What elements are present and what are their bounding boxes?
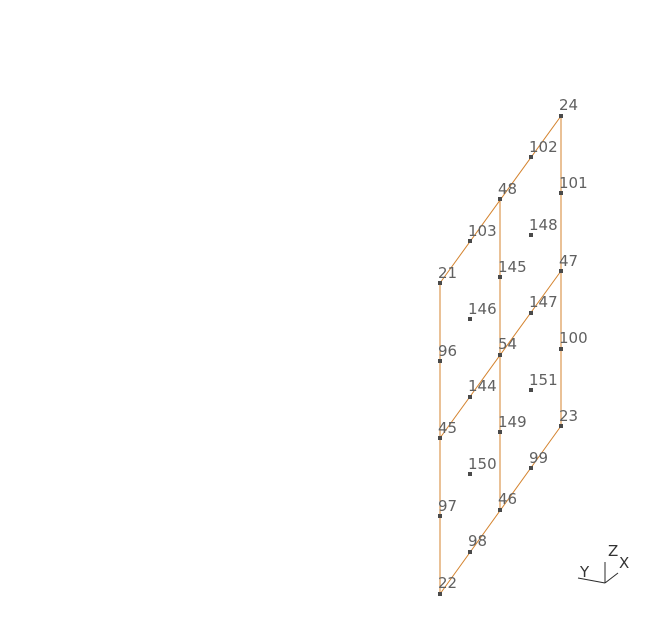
node-label: 47 [559, 252, 578, 270]
mesh-node[interactable] [468, 550, 472, 554]
mesh-node[interactable] [529, 388, 533, 392]
mesh-node[interactable] [438, 592, 442, 596]
node-label: 96 [438, 342, 457, 360]
mesh-node[interactable] [529, 466, 533, 470]
node-label: 150 [468, 455, 497, 473]
mesh-node[interactable] [529, 311, 533, 315]
node-label: 146 [468, 300, 497, 318]
node-label: 144 [468, 377, 497, 395]
node-label: 98 [468, 532, 487, 550]
node-label: 97 [438, 497, 457, 515]
node-label: 54 [498, 335, 517, 353]
x-axis-label: X [619, 554, 629, 572]
mesh-node[interactable] [529, 155, 533, 159]
node-label: 45 [438, 419, 457, 437]
mesh-node[interactable] [498, 353, 502, 357]
node-label: 148 [529, 216, 558, 234]
mesh-node[interactable] [468, 239, 472, 243]
node-label: 21 [438, 264, 457, 282]
node-label: 48 [498, 180, 517, 198]
node-label: 99 [529, 449, 548, 467]
node-label: 101 [559, 174, 588, 192]
node-label: 100 [559, 329, 588, 347]
mesh-node[interactable] [438, 359, 442, 363]
x-axis-line [604, 572, 619, 584]
node-label: 147 [529, 293, 558, 311]
mesh-node[interactable] [438, 436, 442, 440]
mesh-node[interactable] [498, 430, 502, 434]
mesh-node[interactable] [468, 317, 472, 321]
node-label: 145 [498, 258, 527, 276]
z-axis-label: Z [608, 542, 618, 560]
mesh-node[interactable] [468, 472, 472, 476]
mesh-node[interactable] [559, 191, 563, 195]
mesh-node[interactable] [559, 424, 563, 428]
node-label: 23 [559, 407, 578, 425]
node-label: 149 [498, 413, 527, 431]
mesh-node[interactable] [559, 114, 563, 118]
node-label: 24 [559, 96, 578, 114]
node-label: 103 [468, 222, 497, 240]
mesh-node[interactable] [498, 275, 502, 279]
y-axis-label: Y [579, 563, 590, 581]
y-axis-line [577, 577, 606, 584]
mesh-node[interactable] [498, 508, 502, 512]
mesh-nodes: 24 102 101 48 103 148 21 145 47 146 147 … [438, 96, 588, 596]
node-label: 151 [529, 371, 558, 389]
mesh-node[interactable] [559, 347, 563, 351]
mesh-node[interactable] [438, 514, 442, 518]
mesh-node[interactable] [529, 233, 533, 237]
axis-triad: Z X Y [577, 542, 629, 584]
mesh-node[interactable] [498, 197, 502, 201]
mesh-node[interactable] [559, 269, 563, 273]
mesh-node[interactable] [438, 281, 442, 285]
node-label: 22 [438, 574, 457, 592]
mesh-node[interactable] [468, 395, 472, 399]
node-label: 102 [529, 138, 558, 156]
node-label: 46 [498, 490, 517, 508]
